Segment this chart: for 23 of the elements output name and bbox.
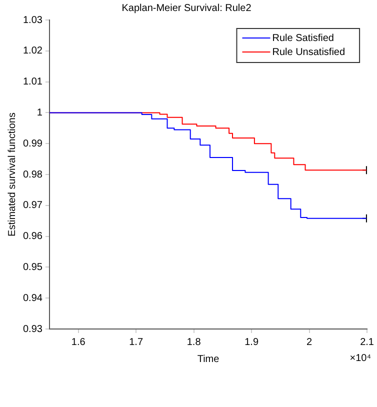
y-tick-label: 1.02	[22, 46, 43, 57]
y-tick-label: 1	[36, 107, 43, 118]
x-tick-label: 2.1	[360, 336, 374, 348]
y-tick-label: 1.01	[22, 76, 43, 88]
x-tick-label: 1.8	[186, 336, 202, 348]
y-tick-label: 0.95	[22, 262, 43, 273]
y-tick-label: 0.99	[22, 138, 43, 150]
text: ×10⁴	[350, 352, 372, 364]
x-axis-title: Time	[197, 354, 220, 365]
x-tick-label: 1.6	[71, 336, 86, 348]
y-tick-label: 0.97	[22, 200, 43, 212]
y-tick-label: 0.96	[22, 231, 43, 242]
y-tick-label: 0.98	[22, 169, 43, 180]
legend-label: Rule Satisfied	[272, 32, 334, 44]
x-tick-label: 1.7	[129, 336, 144, 348]
chart-title: Kaplan-Meier Survival: Rule2	[122, 2, 252, 14]
x-tick-label: 1.9	[244, 336, 259, 348]
legend-label: Rule Unsatisfied	[272, 46, 346, 58]
x-tick-label: 2	[306, 336, 313, 348]
y-tick-label: 1.03	[22, 14, 43, 26]
y-axis-title: Estimated survival functions	[6, 112, 18, 236]
y-tick-label: 0.94	[22, 292, 43, 304]
y-tick-label: 0.93	[22, 324, 43, 335]
